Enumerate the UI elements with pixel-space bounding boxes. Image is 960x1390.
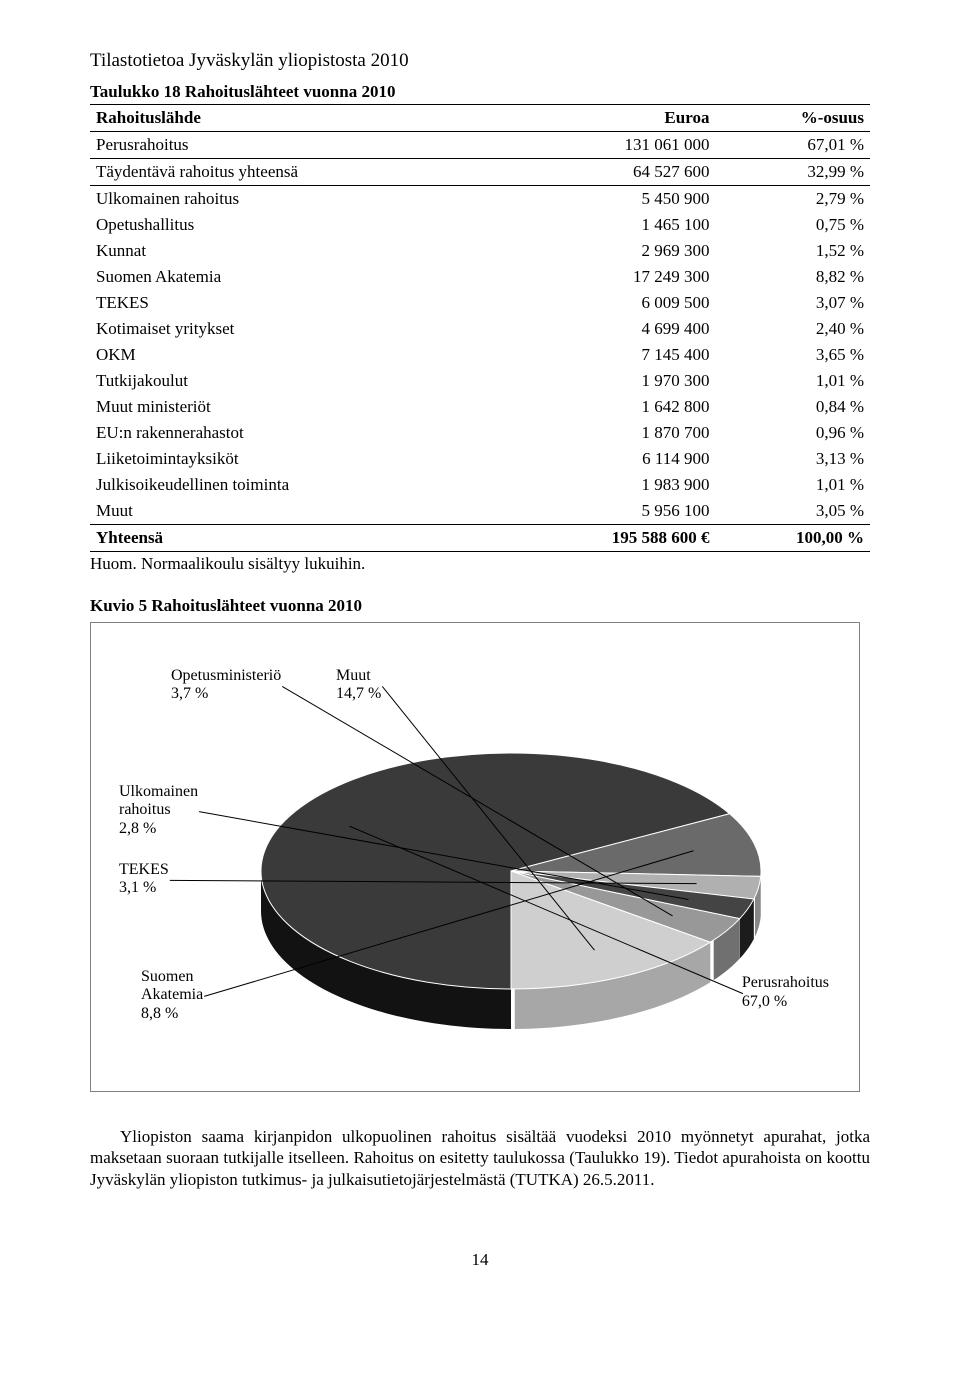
cell-label: Täydentävä rahoitus yhteensä: [90, 159, 503, 186]
cell-euro: 131 061 000: [503, 132, 715, 159]
pie-slice-label: Ulkomainenrahoitus2,8 %: [119, 783, 198, 838]
cell-label: Muut: [90, 498, 503, 525]
cell-euro: 195 588 600 €: [503, 525, 715, 552]
cell-euro: 5 956 100: [503, 498, 715, 525]
table-row: Suomen Akatemia17 249 3008,82 %: [90, 264, 870, 290]
cell-label: Suomen Akatemia: [90, 264, 503, 290]
cell-pct: 32,99 %: [715, 159, 870, 186]
cell-pct: 3,05 %: [715, 498, 870, 525]
pie-chart: Perusrahoitus67,0 % SuomenAkatemia8,8 % TE…: [90, 622, 860, 1092]
cell-pct: 1,01 %: [715, 472, 870, 498]
table-row: Ulkomainen rahoitus5 450 9002,79 %: [90, 186, 870, 213]
th-euro: Euroa: [503, 105, 715, 132]
cell-pct: 3,07 %: [715, 290, 870, 316]
table-row: Kunnat2 969 3001,52 %: [90, 238, 870, 264]
page-number: 14: [90, 1250, 870, 1270]
table-row: OKM7 145 4003,65 %: [90, 342, 870, 368]
cell-label: TEKES: [90, 290, 503, 316]
table-row: Muut5 956 1003,05 %: [90, 498, 870, 525]
table-row-total: Yhteensä195 588 600 €100,00 %: [90, 525, 870, 552]
cell-pct: 67,01 %: [715, 132, 870, 159]
table-row: Liiketoimintayksiköt6 114 9003,13 %: [90, 446, 870, 472]
cell-label: Opetushallitus: [90, 212, 503, 238]
cell-euro: 1 983 900: [503, 472, 715, 498]
table-row: Perusrahoitus131 061 00067,01 %: [90, 132, 870, 159]
cell-euro: 17 249 300: [503, 264, 715, 290]
pie-slice-label: Opetusministeriö3,7 %: [171, 667, 281, 704]
cell-label: Muut ministeriöt: [90, 394, 503, 420]
table-title: Taulukko 18 Rahoituslähteet vuonna 2010: [90, 82, 870, 102]
cell-euro: 1 970 300: [503, 368, 715, 394]
cell-pct: 1,52 %: [715, 238, 870, 264]
cell-pct: 0,96 %: [715, 420, 870, 446]
cell-pct: 2,79 %: [715, 186, 870, 213]
cell-euro: 1 642 800: [503, 394, 715, 420]
pie-slice-label: Perusrahoitus67,0 %: [742, 974, 829, 1011]
table-row: EU:n rakennerahastot1 870 7000,96 %: [90, 420, 870, 446]
cell-euro: 64 527 600: [503, 159, 715, 186]
table-row: Kotimaiset yritykset4 699 4002,40 %: [90, 316, 870, 342]
cell-pct: 3,65 %: [715, 342, 870, 368]
cell-euro: 1 465 100: [503, 212, 715, 238]
cell-euro: 7 145 400: [503, 342, 715, 368]
pie-slice-label: Muut14,7 %: [336, 667, 381, 704]
body-paragraph: Yliopiston saama kirjanpidon ulkopuoline…: [90, 1126, 870, 1190]
cell-pct: 100,00 %: [715, 525, 870, 552]
pie-slice-label: TEKES3,1 %: [119, 861, 169, 898]
pie-slice-label: SuomenAkatemia8,8 %: [141, 968, 203, 1023]
chart-title: Kuvio 5 Rahoituslähteet vuonna 2010: [90, 596, 870, 616]
cell-pct: 0,75 %: [715, 212, 870, 238]
th-pct: %-osuus: [715, 105, 870, 132]
cell-euro: 5 450 900: [503, 186, 715, 213]
cell-label: Yhteensä: [90, 525, 503, 552]
table-row: Julkisoikeudellinen toiminta1 983 9001,0…: [90, 472, 870, 498]
cell-label: Julkisoikeudellinen toiminta: [90, 472, 503, 498]
cell-label: Kotimaiset yritykset: [90, 316, 503, 342]
cell-euro: 6 114 900: [503, 446, 715, 472]
cell-euro: 4 699 400: [503, 316, 715, 342]
page-title: Tilastotietoa Jyväskylän yliopistosta 20…: [90, 50, 870, 72]
th-source: Rahoituslähde: [90, 105, 503, 132]
cell-label: EU:n rakennerahastot: [90, 420, 503, 446]
cell-label: Perusrahoitus: [90, 132, 503, 159]
cell-euro: 6 009 500: [503, 290, 715, 316]
table-row: Tutkijakoulut1 970 3001,01 %: [90, 368, 870, 394]
funding-table: Rahoituslähde Euroa %-osuus Perusrahoitu…: [90, 104, 870, 552]
table-footnote: Huom. Normaalikoulu sisältyy lukuihin.: [90, 554, 870, 574]
cell-label: Kunnat: [90, 238, 503, 264]
cell-euro: 1 870 700: [503, 420, 715, 446]
cell-label: Tutkijakoulut: [90, 368, 503, 394]
cell-label: Liiketoimintayksiköt: [90, 446, 503, 472]
cell-pct: 0,84 %: [715, 394, 870, 420]
cell-label: Ulkomainen rahoitus: [90, 186, 503, 213]
cell-euro: 2 969 300: [503, 238, 715, 264]
cell-pct: 8,82 %: [715, 264, 870, 290]
cell-pct: 3,13 %: [715, 446, 870, 472]
table-row: Muut ministeriöt1 642 8000,84 %: [90, 394, 870, 420]
cell-label: OKM: [90, 342, 503, 368]
cell-pct: 1,01 %: [715, 368, 870, 394]
table-row: TEKES6 009 5003,07 %: [90, 290, 870, 316]
cell-pct: 2,40 %: [715, 316, 870, 342]
table-row: Täydentävä rahoitus yhteensä64 527 60032…: [90, 159, 870, 186]
table-row: Opetushallitus1 465 1000,75 %: [90, 212, 870, 238]
